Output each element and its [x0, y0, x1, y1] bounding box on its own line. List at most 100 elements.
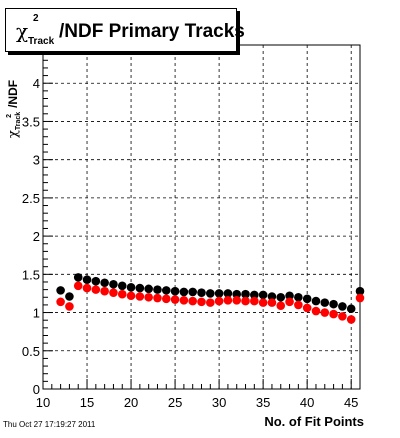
data-point-series-2: [135, 292, 145, 301]
data-point-series-1: [73, 273, 83, 282]
data-point-series-2: [320, 308, 330, 317]
data-point-series-2: [82, 283, 92, 293]
x-tick-label: 35: [256, 395, 270, 410]
data-point-series-1: [258, 290, 268, 300]
data-point-series-1: [100, 278, 109, 288]
data-point-series-2: [100, 286, 109, 296]
data-point-series-1: [144, 284, 153, 294]
x-axis-label: No. of Fit Points: [264, 414, 364, 429]
data-point-series-1: [241, 289, 250, 299]
y-axis-label: χTrack2/NDF: [0, 60, 34, 140]
data-point-series-2: [355, 293, 365, 303]
data-point-series-1: [320, 298, 330, 307]
data-point-series-1: [346, 304, 356, 314]
data-point-series-1: [91, 276, 101, 286]
data-point-series-2: [56, 297, 65, 307]
data-point-series-1: [267, 292, 277, 301]
plot-frame: [42, 44, 361, 390]
ylabel-text: /NDF: [6, 79, 20, 108]
ylabel-superscript: 2: [6, 113, 13, 118]
data-point-series-1: [126, 283, 136, 292]
data-point-series-2: [170, 295, 180, 304]
y-tick-label: 2: [33, 229, 40, 244]
timestamp: Thu Oct 27 17:19:27 2011: [3, 420, 96, 429]
x-tick-label: 45: [344, 395, 358, 410]
data-point-series-1: [302, 294, 312, 304]
x-tick-label: 10: [36, 395, 50, 410]
data-point-series-1: [338, 302, 347, 311]
data-point-series-1: [153, 285, 162, 294]
data-point-series-1: [206, 289, 215, 298]
data-point-series-2: [285, 297, 294, 307]
data-point-series-2: [109, 288, 118, 297]
x-tick-label: 40: [300, 395, 314, 410]
chart-title-box: χ 2 Track /NDF Primary Tracks: [5, 8, 245, 52]
data-point-series-2: [267, 298, 277, 307]
title-chi-symbol: χ: [16, 19, 29, 43]
data-point-series-2: [294, 300, 303, 310]
data-point-series-1: [197, 288, 206, 297]
title-subscript: Track: [28, 36, 55, 47]
data-point-series-1: [329, 299, 338, 309]
chart-title-text: /NDF Primary Tracks: [59, 21, 245, 42]
y-tick-label: 2.5: [22, 191, 40, 206]
x-tick-label: 30: [212, 395, 226, 410]
data-point-series-2: [241, 296, 250, 306]
data-point-series-1: [135, 283, 145, 293]
data-point-series-2: [91, 285, 101, 294]
x-tick-label: 15: [80, 395, 94, 410]
data-point-series-2: [197, 297, 206, 307]
data-point-series-2: [311, 306, 321, 316]
data-point-series-2: [206, 298, 215, 307]
y-tick-label: 1.5: [22, 267, 40, 282]
data-point-series-1: [170, 286, 180, 296]
y-tick-label: 0: [33, 382, 40, 397]
data-point-series-2: [188, 296, 197, 306]
data-point-series-2: [144, 292, 153, 302]
data-point-series-2: [302, 303, 312, 313]
data-point-series-1: [311, 296, 321, 306]
title-superscript: 2: [33, 13, 39, 24]
ylabel-subscript: Track: [15, 111, 22, 131]
data-point-series-2: [329, 309, 338, 319]
data-point-series-1: [223, 289, 233, 298]
data-point-series-2: [73, 281, 83, 291]
data-point-series-2: [223, 296, 233, 305]
y-tick-label: 3: [33, 153, 40, 168]
data-point-series-2: [126, 291, 136, 301]
data-point-series-2: [214, 296, 224, 306]
data-point-series-1: [285, 291, 294, 301]
data-point-series-2: [65, 302, 74, 311]
data-point-series-1: [214, 289, 224, 298]
data-point-series-1: [355, 286, 365, 296]
data-point-series-2: [258, 298, 268, 307]
y-tick-label: 3.5: [22, 114, 40, 129]
data-point-series-2: [232, 296, 242, 305]
data-point-series-2: [346, 315, 356, 324]
data-point-series-1: [250, 290, 259, 300]
data-point-series-2: [117, 289, 127, 299]
data-point-series-1: [276, 292, 286, 302]
data-point-series-1: [56, 286, 65, 295]
x-tick-label: 20: [124, 395, 138, 410]
data-point-series-2: [179, 296, 189, 305]
data-point-series-2: [250, 296, 259, 306]
data-point-series-2: [153, 293, 162, 303]
y-tick-label: 0.5: [22, 344, 40, 359]
data-point-series-2: [161, 294, 171, 304]
data-point-series-1: [117, 281, 127, 291]
data-point-series-1: [161, 286, 171, 295]
data-point-series-1: [232, 289, 242, 299]
y-tick-label: 4: [33, 76, 40, 91]
ylabel-chi-symbol: χ: [6, 130, 21, 138]
data-point-series-2: [276, 301, 286, 310]
data-point-series-1: [188, 287, 197, 297]
y-tick-label: 1: [33, 306, 40, 321]
data-point-series-1: [65, 292, 74, 301]
data-point-series-1: [109, 279, 118, 289]
data-point-series-1: [179, 287, 189, 297]
x-tick-label: 25: [168, 395, 182, 410]
data-point-series-1: [82, 275, 92, 284]
